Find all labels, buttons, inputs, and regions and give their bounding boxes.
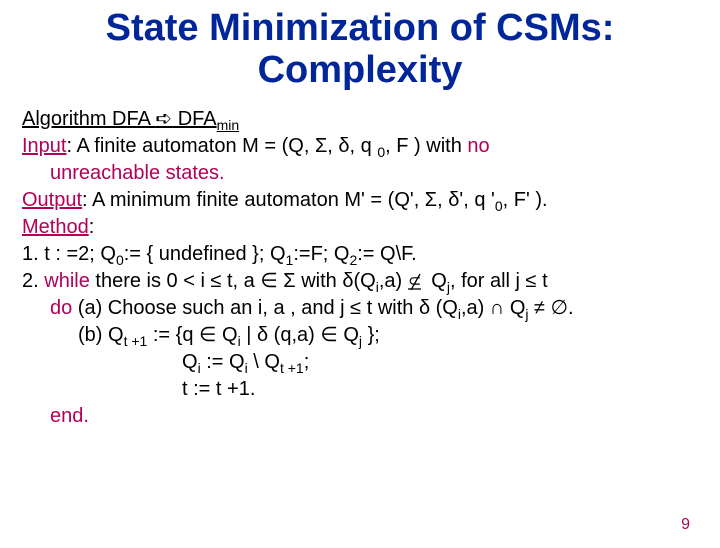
s2-d: , for all j ≤ t [450, 270, 548, 292]
title-line-2: Complexity [258, 49, 463, 91]
sa-text: (a) Choose such an i, a , and j ≤ t with… [72, 297, 458, 319]
input-q0: 0 [377, 144, 385, 160]
sb-m1: := {q ∈ Q [147, 324, 237, 346]
sc-pre: Q [182, 351, 198, 373]
algo-dfa: DFA [172, 108, 216, 130]
sc-tail: ; [304, 351, 310, 373]
algo-min-sub: min [217, 117, 240, 133]
sb-pre: (b) Q [78, 324, 124, 346]
output-tail: , F' ). [503, 189, 548, 211]
step-2c: Qi := Qi \ Qt +1; [182, 349, 698, 376]
arrow-icon: ➪ [155, 108, 172, 130]
sc-m2: \ Q [248, 351, 280, 373]
not-subset-icon: ⊂ [408, 272, 426, 290]
sb-t1: t +1 [124, 333, 148, 349]
slide-title: State Minimization of CSMs: Complexity [40, 8, 680, 92]
s2-a: there is 0 < i ≤ t, a ∈ Σ with δ(Q [90, 270, 376, 292]
sa-tail: ≠ ∅. [529, 297, 574, 319]
sc-mid: := Q [201, 351, 245, 373]
sc-t1: t +1 [280, 360, 304, 376]
sb-m2: | δ (q,a) ∈ Q [241, 324, 359, 346]
method-line: Method: [22, 214, 698, 241]
slide-body: Algorithm DFA ➪ DFAmin Input: A finite a… [22, 106, 698, 430]
slide-number: 9 [681, 516, 690, 534]
output-q0: 0 [495, 198, 503, 214]
output-text: : A minimum finite automaton M' = (Q', Σ… [82, 189, 495, 211]
method-label: Method [22, 216, 89, 238]
output-label: Output [22, 189, 82, 211]
sa-mid: ,a) ∩ Q [461, 297, 525, 319]
step-1: 1. t : =2; Q0:= { undefined }; Q1:=F; Q2… [22, 241, 698, 268]
step-2b: (b) Qt +1 := {q ∈ Qi | δ (q,a) ∈ Qj }; [78, 322, 698, 349]
method-colon: : [89, 216, 95, 238]
output-line: Output: A minimum finite automaton M' = … [22, 187, 698, 214]
input-line: Input: A finite automaton M = (Q, Σ, δ, … [22, 133, 698, 160]
s1-pre: 1. t : =2; Q [22, 243, 116, 265]
while-kw: while [44, 270, 90, 292]
s1-m2: :=F; Q [293, 243, 349, 265]
end-kw: end. [50, 405, 89, 427]
input-tail: , F ) with [385, 135, 467, 157]
input-label: Input [22, 135, 66, 157]
input-text: : A finite automaton M = (Q, Σ, δ, q [66, 135, 377, 157]
s1-m1: := { undefined }; Q [124, 243, 286, 265]
sb-tail: }; [362, 324, 380, 346]
s1-0: 0 [116, 252, 124, 268]
sd: t := t +1. [182, 378, 255, 400]
step-2d: t := t +1. [182, 376, 698, 403]
step-2: 2. while there is 0 < i ≤ t, a ∈ Σ with … [22, 268, 698, 295]
input-line-2: unreachable states. [50, 160, 698, 187]
no-unreachable-1: no [467, 135, 489, 157]
no-unreachable-2: unreachable states. [50, 162, 225, 184]
step-2a: do (a) Choose such an i, a , and j ≤ t w… [50, 295, 698, 322]
s2-b: ,a) [379, 270, 408, 292]
algo-prefix: Algorithm DFA [22, 108, 155, 130]
s1-tail: := Q\F. [357, 243, 416, 265]
title-line-1: State Minimization of CSMs: [106, 7, 615, 49]
s2-c: Q [426, 270, 447, 292]
s2-pre: 2. [22, 270, 44, 292]
end-line: end. [50, 403, 698, 430]
algorithm-line: Algorithm DFA ➪ DFAmin [22, 106, 698, 133]
do-kw: do [50, 297, 72, 319]
